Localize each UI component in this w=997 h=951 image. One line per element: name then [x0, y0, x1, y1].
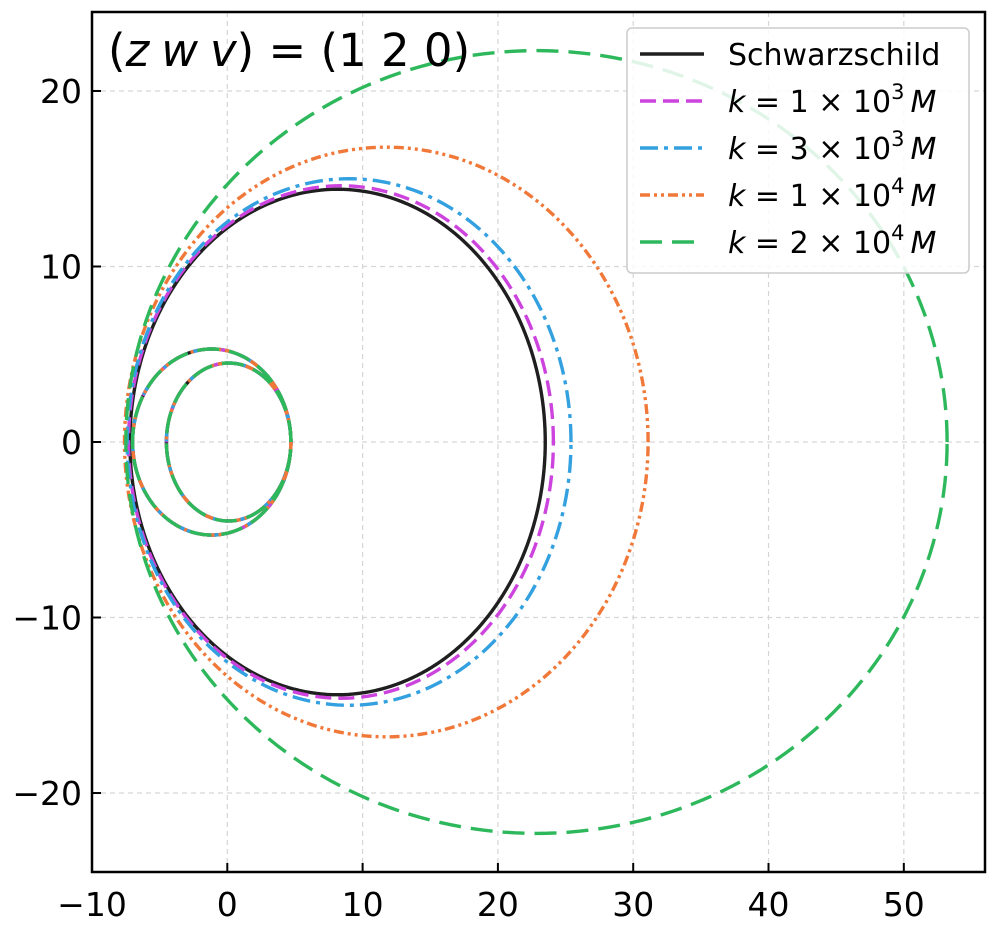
y-tick-label-0: −20 [12, 774, 82, 813]
legend-label-3: k = 1 × 104 M [728, 174, 936, 214]
series-4-inner-loop [164, 361, 293, 523]
grid [91, 12, 985, 872]
legend-box [626, 27, 970, 274]
legend-label-1: k = 1 × 103 M [728, 80, 936, 120]
y-tick-label-2: 0 [61, 423, 82, 462]
legend-label-0: Schwarzschild [728, 38, 940, 73]
title-open: ( [108, 24, 126, 77]
axis-ticks: −10 0 10 20 30 40 50 −20 −10 0 10 20 [12, 72, 924, 924]
series-4-outer-loop [124, 48, 949, 836]
y-tick-label-1: −10 [12, 599, 82, 638]
y-tick-label-4: 20 [40, 72, 82, 111]
x-tick-label-3: 20 [477, 885, 519, 924]
legend-label-2: k = 3 × 103 M [728, 127, 936, 167]
chart-title: (z w v) = (1 2 0) [108, 24, 470, 77]
x-tick-label-5: 40 [748, 885, 790, 924]
legend-label-4: k = 2 × 104 M [728, 221, 936, 261]
x-tick-label-0: −10 [57, 885, 127, 924]
x-tick-label-6: 50 [883, 885, 925, 924]
x-tick-label-2: 10 [342, 885, 384, 924]
title-z: z [125, 24, 151, 77]
y-tick-label-3: 10 [40, 247, 82, 286]
title-rest: ) = (1 2 0) [237, 24, 470, 77]
x-tick-label-4: 30 [612, 885, 654, 924]
x-tick-label-1: 0 [217, 885, 238, 924]
title-v: v [210, 24, 238, 77]
series-4-mid-loop [130, 347, 293, 537]
title-w: w [161, 24, 198, 77]
legend: Schwarzschild k = 1 × 103 M k = 3 × 103 M k =… [626, 27, 970, 274]
orbit-curves [122, 48, 949, 836]
